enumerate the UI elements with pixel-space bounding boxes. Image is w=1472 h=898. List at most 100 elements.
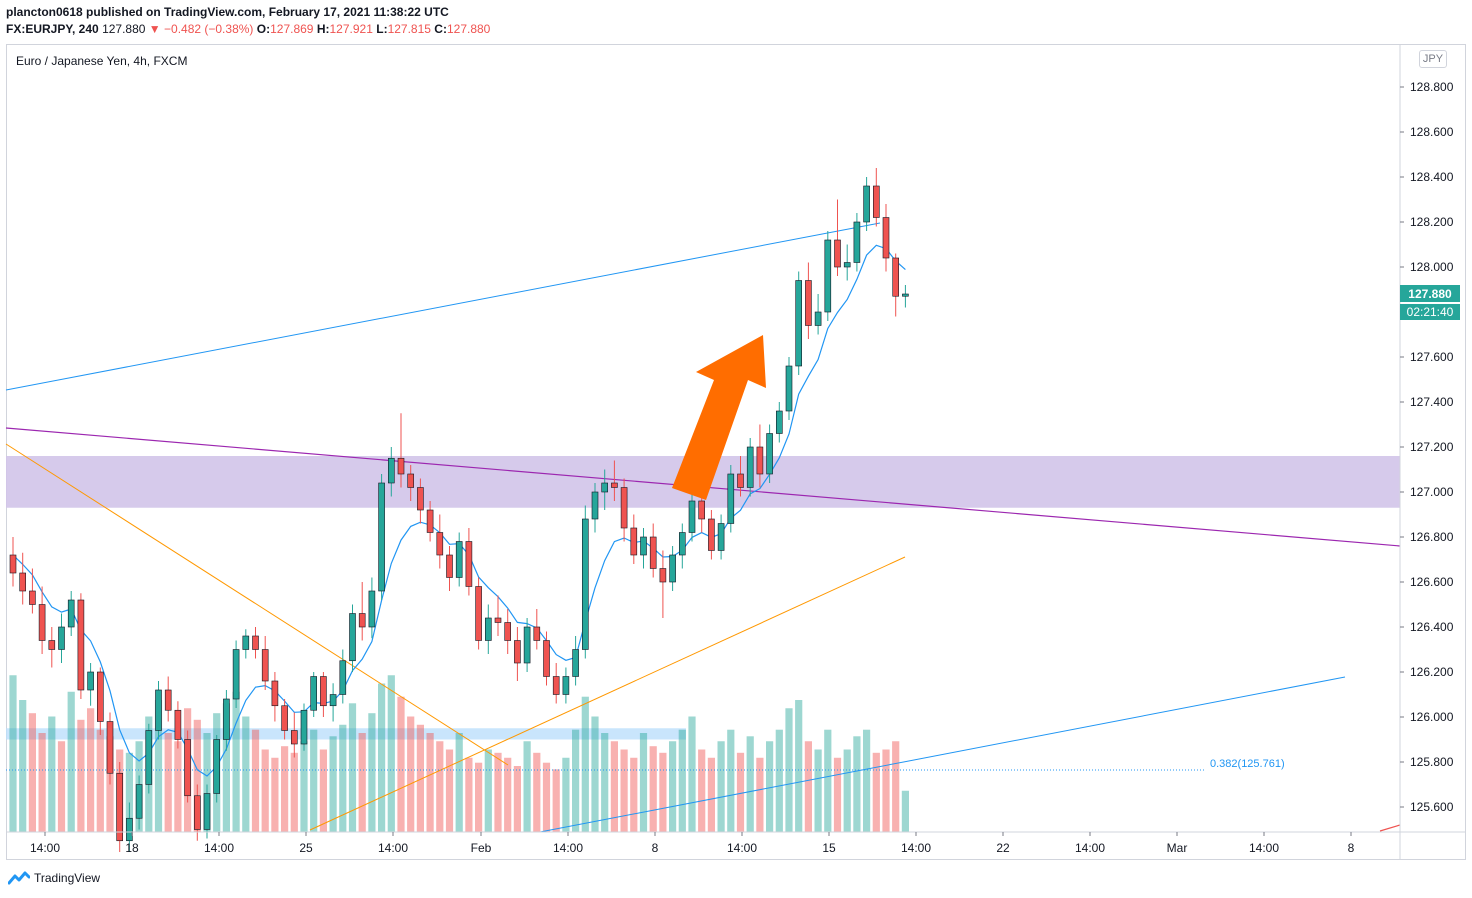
candle-body	[688, 500, 696, 533]
candle-body	[523, 626, 531, 664]
candle-body	[572, 649, 579, 677]
y-tick-label: 126.600	[1410, 575, 1454, 589]
y-tick-label: 128.800	[1410, 80, 1454, 94]
candle-body	[194, 795, 201, 830]
volume-bar	[125, 752, 133, 832]
y-tick-label: 127.600	[1410, 350, 1454, 364]
volume-bar	[154, 700, 163, 832]
high-label: H:	[316, 22, 330, 36]
volume-bar	[552, 769, 560, 832]
fib-label: 0.382(125.761)	[1210, 758, 1285, 770]
volume-bar	[57, 741, 66, 832]
candle-body	[329, 694, 337, 707]
candle-body	[29, 590, 36, 605]
y-tick-label: 126.200	[1410, 665, 1454, 679]
candle-body	[106, 721, 114, 774]
volume-bar	[882, 749, 890, 832]
volume-bar	[261, 749, 269, 832]
volume-bar	[863, 729, 871, 832]
volume-bar	[620, 749, 628, 832]
last-price: 127.880	[102, 22, 146, 36]
candle-body	[19, 572, 27, 592]
volume-bar	[901, 790, 909, 832]
upper-trend-line	[5, 222, 881, 391]
candle-body	[892, 257, 900, 297]
x-tick-label: 14:00	[204, 841, 234, 855]
volume-bar	[775, 729, 783, 832]
x-tick-label: 14:00	[553, 841, 583, 855]
candle-body	[562, 676, 570, 695]
volume-bar	[242, 716, 250, 832]
volume-bar	[251, 729, 260, 832]
x-tick-label: 22	[996, 841, 1010, 855]
candle-body	[174, 709, 182, 740]
candle-body	[591, 491, 599, 520]
candle-body	[232, 649, 240, 700]
candle-body	[640, 536, 647, 556]
volume-bar	[542, 762, 551, 832]
volume-bar	[281, 746, 289, 832]
candle-body	[271, 680, 279, 707]
volume-bar	[28, 713, 36, 832]
candle-body	[203, 793, 211, 830]
candle-body	[126, 817, 133, 842]
volume-bar	[610, 741, 618, 832]
volume-bar	[591, 716, 599, 832]
volume-bar	[387, 675, 395, 832]
candle-body	[261, 649, 269, 682]
footer-brand[interactable]: TradingView	[8, 871, 100, 885]
volume-bar	[48, 716, 56, 832]
candle-body	[882, 217, 890, 259]
up-arrow	[672, 335, 766, 500]
volume-bar	[300, 741, 308, 832]
candle-body	[843, 262, 851, 268]
candle-body	[48, 640, 56, 650]
volume-bar	[630, 757, 638, 832]
candle-body	[659, 568, 667, 583]
tradingview-logo-icon	[8, 871, 30, 885]
volume-bar	[222, 703, 230, 832]
candle-body	[252, 635, 259, 650]
volume-bar	[707, 757, 715, 832]
x-tick-label: 14:00	[727, 841, 757, 855]
volume-bar	[533, 752, 541, 832]
candle-body	[77, 599, 85, 691]
high-value: 127.921	[329, 22, 373, 36]
volume-bar	[271, 757, 279, 832]
x-tick-label: 8	[1348, 841, 1355, 855]
candle-body	[358, 613, 366, 628]
close-value: 127.880	[446, 22, 491, 36]
red-line-segment	[1379, 824, 1401, 832]
candle-body	[581, 518, 589, 650]
y-tick-label: 127.000	[1410, 485, 1454, 499]
candle-body	[436, 532, 444, 556]
candle-body	[504, 622, 512, 641]
candle-body	[494, 617, 502, 623]
volume-bar	[572, 729, 580, 832]
volume-bar	[833, 757, 842, 832]
candle-body	[552, 676, 560, 695]
candle-body	[620, 487, 628, 529]
close-label: C:	[434, 22, 447, 36]
y-tick-label: 126.800	[1410, 530, 1454, 544]
candle-body	[853, 221, 861, 263]
volume-bar	[698, 749, 706, 832]
candle-body	[834, 239, 841, 268]
symbol-info: FX:EURJPY, 240 127.880 ▼ −0.482 (−0.38%)…	[6, 22, 490, 36]
candle-body	[242, 635, 250, 650]
change-value: ▼ −0.482 (−0.38%)	[148, 22, 254, 36]
support-zone	[6, 728, 686, 740]
y-tick-label: 128.600	[1410, 125, 1454, 139]
candle-body	[116, 772, 123, 842]
publisher-line: plancton0618 published on TradingView.co…	[6, 5, 449, 19]
candle-body	[426, 509, 434, 533]
volume-bar	[727, 729, 735, 832]
candle-body	[320, 676, 327, 707]
currency-button[interactable]: JPY	[1419, 50, 1447, 68]
volume-bar	[504, 757, 512, 832]
candle-body	[387, 457, 395, 484]
volume-bar	[203, 733, 211, 832]
candle-body	[805, 280, 812, 326]
volume-bar	[407, 716, 415, 832]
